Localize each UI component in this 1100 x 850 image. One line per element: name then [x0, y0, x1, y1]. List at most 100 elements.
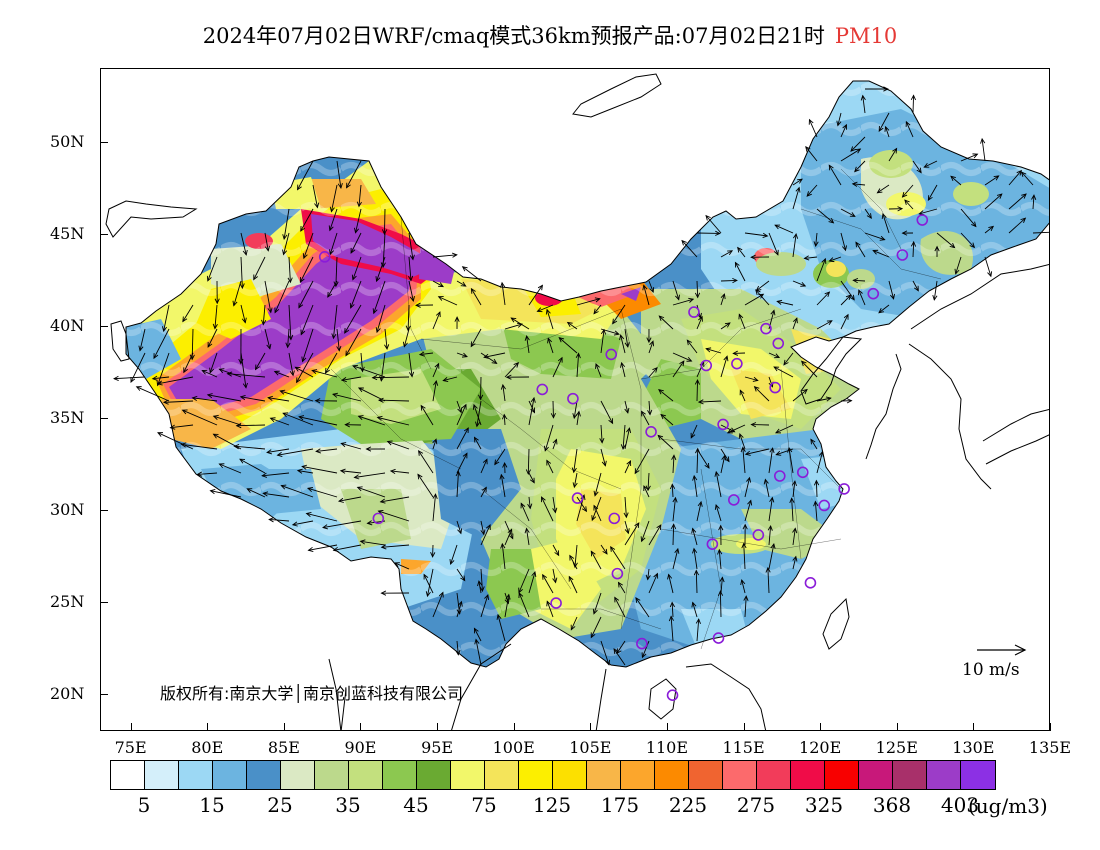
- wind-arrow-head: [332, 546, 339, 553]
- wind-arrow: [335, 256, 338, 287]
- wind-arrow-head: [315, 448, 322, 454]
- wind-arrow: [139, 328, 146, 351]
- station-marker: [896, 249, 909, 261]
- wind-arrow: [376, 256, 386, 282]
- wind-arrow: [670, 616, 674, 642]
- wind-arrow-head: [505, 374, 512, 380]
- wind-arrow: [511, 317, 530, 330]
- wind-arrow-head: [851, 181, 858, 187]
- wind-arrow-head: [824, 291, 831, 298]
- colorbar-cell: [689, 761, 723, 789]
- wind-arrow-head: [1020, 217, 1027, 224]
- wind-arrow-head: [408, 275, 414, 282]
- colorbar-label: 403: [940, 793, 980, 817]
- wind-arrow-head: [849, 294, 855, 301]
- wind-arrow-head: [504, 598, 510, 605]
- wind-arrow: [804, 256, 818, 259]
- wind-arrow: [576, 353, 580, 378]
- wind-arrow-head: [843, 313, 849, 320]
- colorbar-label: 325: [804, 793, 844, 817]
- wind-arrow: [520, 503, 530, 522]
- wind-arrow: [480, 487, 487, 498]
- wind-arrow-head: [299, 277, 305, 283]
- wind-arrow-head: [750, 254, 756, 260]
- wind-arrow-head: [151, 375, 158, 381]
- wind-arrow-head: [769, 447, 775, 454]
- wind-arrow-head: [849, 212, 856, 217]
- wind-arrow: [526, 335, 530, 354]
- wind-arrow: [888, 148, 898, 162]
- wind-arrow-head: [423, 573, 429, 580]
- wind-arrow: [502, 384, 506, 402]
- wind-arrow: [264, 232, 269, 251]
- wind-arrow: [767, 567, 770, 594]
- wind-arrow-head: [679, 360, 685, 367]
- wind-arrow-head: [737, 246, 743, 253]
- wind-arrow: [792, 318, 798, 330]
- wind-arrow: [183, 352, 194, 373]
- wind-arrow: [635, 597, 650, 618]
- lat-label: 50N: [50, 131, 85, 151]
- wind-arrow: [955, 256, 962, 274]
- wind-arrow-head: [218, 463, 225, 469]
- colorbar-cell: [213, 761, 247, 789]
- wind-arrow-head: [351, 274, 357, 281]
- wind-arrow-head: [214, 298, 220, 305]
- wind-arrow-head: [634, 522, 640, 529]
- wind-arrow: [792, 481, 796, 498]
- wind-arrow-head: [510, 317, 517, 323]
- wind-arrow: [595, 363, 602, 378]
- wind-arrow: [600, 329, 605, 354]
- wind-arrow: [696, 448, 699, 474]
- wind-arrow: [624, 428, 630, 450]
- wind-arrow: [299, 416, 338, 426]
- wind-arrow: [281, 485, 314, 498]
- wind-arrow: [352, 365, 386, 378]
- wind-arrow-head: [610, 546, 616, 552]
- wind-arrow: [484, 352, 506, 358]
- wind-arrow-head: [380, 590, 387, 596]
- wind-arrow-head: [642, 284, 648, 291]
- wind-arrow-head: [792, 232, 799, 239]
- wind-arrow-head: [408, 371, 415, 378]
- wind-arrow-head: [344, 327, 350, 334]
- wind-arrow: [280, 390, 314, 402]
- wind-arrow: [358, 387, 386, 402]
- wind-arrow-head: [954, 268, 960, 275]
- wind-arrow: [163, 400, 194, 403]
- wind-arrow: [403, 328, 410, 347]
- colorbar-label: 175: [600, 793, 640, 817]
- wind-arrow-head: [686, 339, 692, 346]
- colorbar-cell: [553, 761, 587, 789]
- wind-arrow: [593, 505, 602, 522]
- wind-arrow-head: [828, 218, 835, 224]
- wind-arrow: [1008, 170, 1022, 186]
- wind-arrow-head: [792, 527, 798, 534]
- pm10-field: [126, 81, 1049, 667]
- wind-arrow-head: [714, 503, 720, 510]
- wind-arrow-head: [460, 575, 466, 582]
- wind-arrow-head: [357, 415, 364, 421]
- wind-arrow-head: [743, 595, 749, 602]
- wind-arrow-head: [381, 229, 388, 236]
- wind-arrow: [672, 497, 676, 522]
- wind-arrow-head: [619, 334, 625, 341]
- wind-arrow-head: [791, 480, 797, 487]
- wind-arrow-head: [376, 415, 383, 421]
- wind-arrow: [209, 352, 218, 373]
- wind-arrow-head: [910, 94, 917, 101]
- wind-arrow: [590, 551, 602, 570]
- wind-arrow: [671, 602, 674, 618]
- wind-arrow: [152, 376, 170, 380]
- wind-arrow: [394, 562, 410, 570]
- wind-arrow-head: [613, 648, 619, 655]
- wind-arrow-head: [753, 386, 760, 392]
- wind-arrow-head: [595, 362, 600, 369]
- wind-arrow: [624, 520, 629, 534]
- wind-arrow-head: [266, 449, 273, 455]
- title-text: 2024年07月02日WRF/cmaq模式36km预报产品:07月02日21时: [202, 24, 825, 48]
- wind-arrow-head: [789, 497, 795, 504]
- wind-arrow-head: [389, 468, 396, 475]
- wind-arrow: [567, 322, 578, 330]
- wind-arrow: [537, 304, 554, 312]
